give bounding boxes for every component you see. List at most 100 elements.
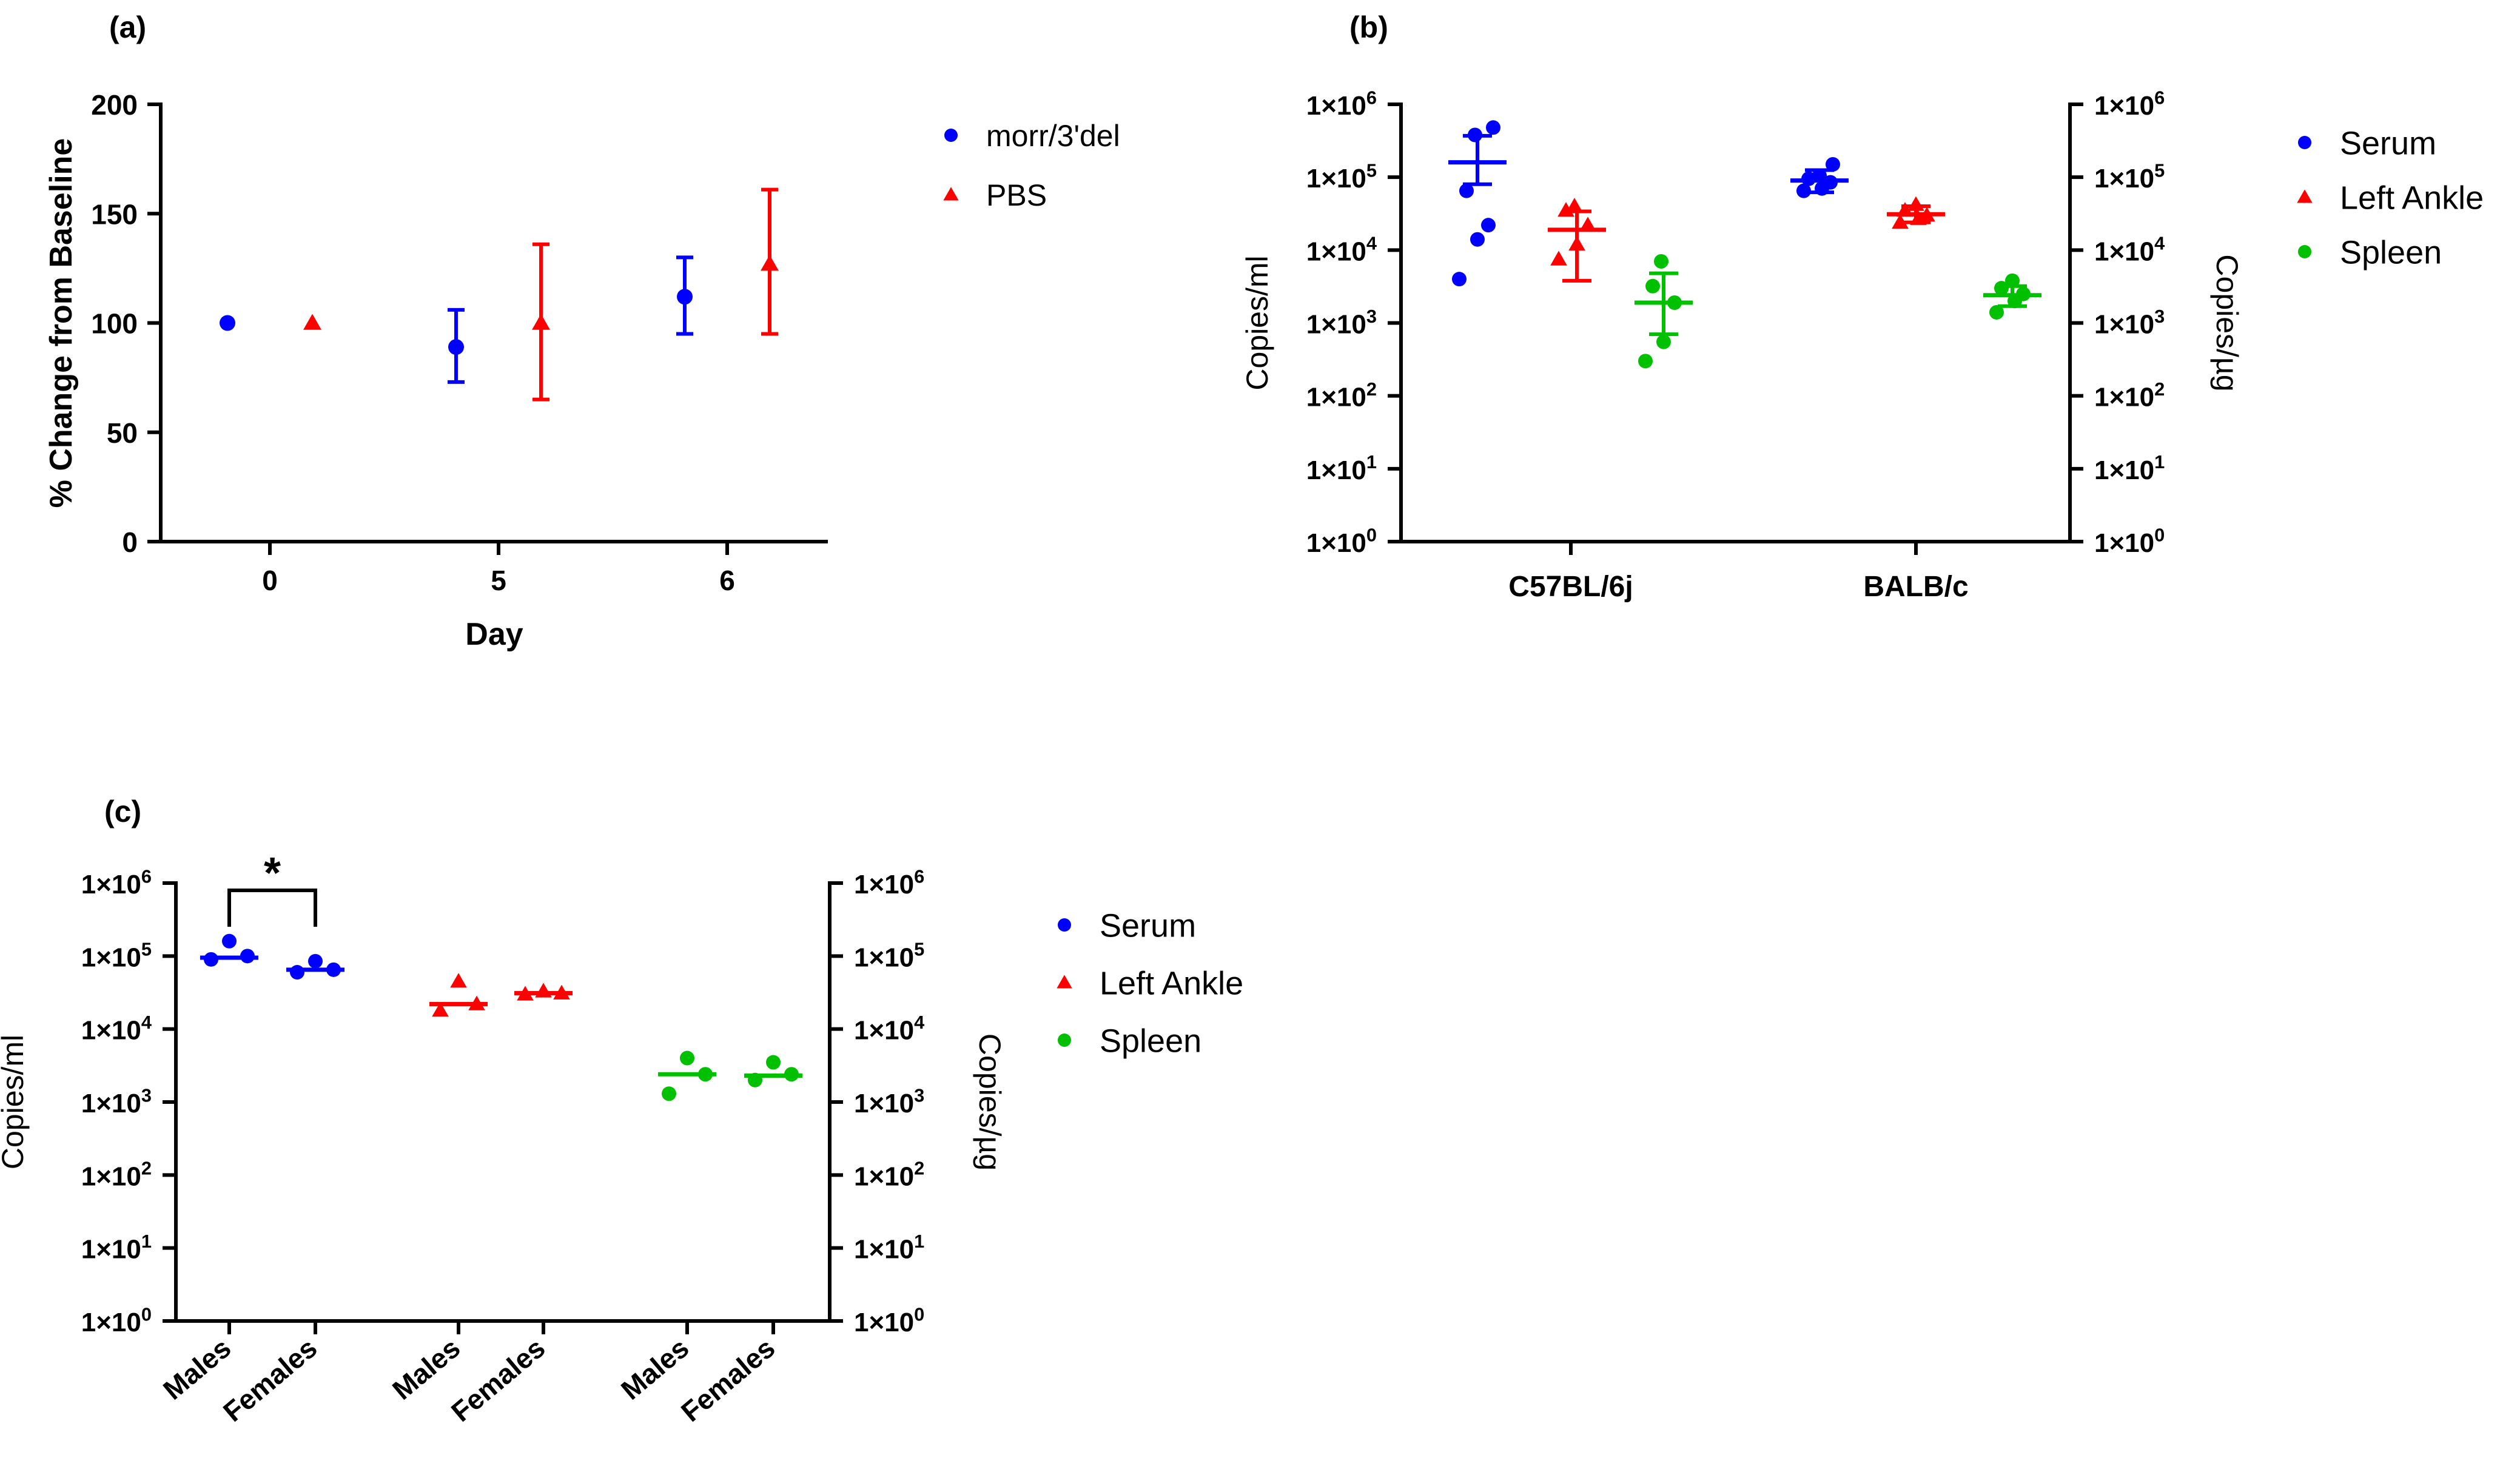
y-axis-title: % Change from Baseline <box>44 138 79 508</box>
y-tick-label: 1×104 <box>81 1012 152 1046</box>
y-tick-label: 1×100 <box>854 1303 924 1337</box>
x-tick-label: Males <box>157 1332 237 1406</box>
data-point <box>1470 232 1485 247</box>
data-point <box>662 1086 676 1101</box>
y-tick-label: 1×103 <box>2094 306 2165 340</box>
data-point <box>290 965 304 980</box>
y-tick-label: 1×101 <box>854 1231 924 1265</box>
y-axis-title-right: Copies/µg <box>973 1033 1007 1171</box>
y-tick-label: 1×106 <box>2094 87 2165 121</box>
data-point <box>1897 202 1914 217</box>
data-point <box>1452 272 1467 287</box>
data-point <box>1994 281 2009 296</box>
x-tick-label: 5 <box>491 565 506 596</box>
data-point <box>468 995 485 1010</box>
data-point <box>553 984 570 1000</box>
panel-a-label: (a) <box>109 10 146 44</box>
y-tick-label: 1×102 <box>854 1158 924 1192</box>
y-tick-label: 1×104 <box>1306 233 1377 267</box>
y-tick-label: 1×105 <box>854 939 924 973</box>
y-tick-label: 1×106 <box>81 865 152 899</box>
y-tick-label: 1×105 <box>1306 160 1377 194</box>
legend-marker-serum <box>2298 136 2311 149</box>
data-point <box>1812 168 1827 183</box>
x-tick-label: 0 <box>262 565 278 596</box>
y-tick-label: 1×103 <box>854 1084 924 1118</box>
data-point <box>1654 254 1668 269</box>
data-point <box>450 973 467 988</box>
data-point <box>532 314 550 330</box>
y-tick-label: 1×104 <box>2094 233 2165 267</box>
legend-label: Serum <box>1100 907 1196 944</box>
data-point <box>308 953 323 969</box>
y-tick-label: 1×101 <box>1306 451 1377 485</box>
legend-marker-spleen <box>2298 245 2311 258</box>
data-point <box>784 1067 799 1082</box>
data-point <box>240 949 255 964</box>
data-point <box>1656 334 1671 349</box>
y-tick-label: 1×101 <box>81 1231 152 1265</box>
x-tick-label: Females <box>675 1332 781 1428</box>
data-point <box>1550 250 1567 266</box>
data-point <box>1486 120 1500 135</box>
y-tick-label: 1×100 <box>2094 524 2165 558</box>
y-tick-label: 50 <box>107 417 138 449</box>
data-point <box>677 289 693 305</box>
data-point <box>303 314 321 330</box>
x-tick-label: BALB/c <box>1863 571 1968 603</box>
legend-marker-left-ankle <box>2297 189 2313 203</box>
legend-marker-serum <box>1058 918 1071 932</box>
data-point <box>1459 183 1474 198</box>
data-point <box>761 255 779 271</box>
data-point <box>432 1002 449 1017</box>
y-tick-label: 1×105 <box>2094 160 2165 194</box>
data-point <box>1557 202 1574 217</box>
y-tick-label: 150 <box>91 198 138 230</box>
y-axis-title-right: Copies/µg <box>2210 254 2244 391</box>
data-point <box>1566 198 1583 213</box>
x-tick-label: 6 <box>719 565 735 596</box>
data-point <box>766 1055 781 1070</box>
y-tick-label: 0 <box>122 526 138 558</box>
legend-label: PBS <box>986 178 1047 212</box>
x-tick-label: Females <box>445 1332 551 1428</box>
y-tick-label: 1×106 <box>854 865 924 899</box>
x-tick-label: Males <box>615 1332 694 1406</box>
significance-bracket <box>227 889 317 927</box>
y-tick-label: 1×101 <box>2094 451 2165 485</box>
legend-marker-pbs <box>943 187 959 201</box>
data-point <box>2005 273 2020 288</box>
data-point <box>1907 196 1924 211</box>
data-point <box>222 933 237 949</box>
y-tick-label: 1×105 <box>81 939 152 973</box>
x-tick-label: Males <box>386 1332 466 1406</box>
y-axis-title-left: Copies/ml <box>0 1035 30 1169</box>
data-point <box>748 1072 762 1087</box>
data-point <box>448 339 464 355</box>
y-axis-title-left: Copies/ml <box>1240 255 1274 390</box>
legend-label: Left Ankle <box>1100 965 1243 1001</box>
data-point <box>204 952 218 967</box>
data-point <box>535 983 552 998</box>
data-point <box>1989 304 2004 320</box>
legend-label: Spleen <box>1100 1023 1201 1059</box>
panel-c-chart: 1×100 1×100 1×101 1×101 1×102 1×102 1×103 1×103… <box>0 849 1243 1428</box>
data-point <box>680 1050 694 1066</box>
data-point <box>1801 171 1816 186</box>
data-point <box>698 1067 713 1082</box>
panel-a-chart: 0 50 100 150 200 0 5 6 Day % Change from Baseline… <box>44 89 1120 652</box>
data-point <box>1892 213 1909 229</box>
y-tick-label: 200 <box>91 89 138 121</box>
data-point <box>1481 218 1496 233</box>
data-point <box>1823 175 1838 190</box>
data-point <box>1796 183 1811 198</box>
legend-label: Left Ankle <box>2340 180 2484 216</box>
y-tick-label: 1×102 <box>81 1158 152 1192</box>
legend-marker-spleen <box>1058 1033 1071 1047</box>
legend-marker-left-ankle <box>1057 975 1072 989</box>
panel-b-label: (b) <box>1349 10 1388 44</box>
y-tick-label: 1×100 <box>81 1303 152 1337</box>
legend-label: Serum <box>2340 125 2436 161</box>
y-tick-label: 1×106 <box>1306 87 1377 121</box>
